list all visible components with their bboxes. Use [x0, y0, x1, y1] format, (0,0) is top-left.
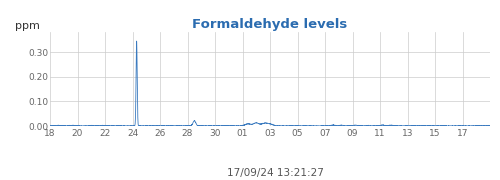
Title: Formaldehyde levels: Formaldehyde levels	[192, 18, 348, 31]
Text: 17/09/24 13:21:27: 17/09/24 13:21:27	[226, 168, 324, 178]
Text: ppm: ppm	[15, 21, 40, 31]
